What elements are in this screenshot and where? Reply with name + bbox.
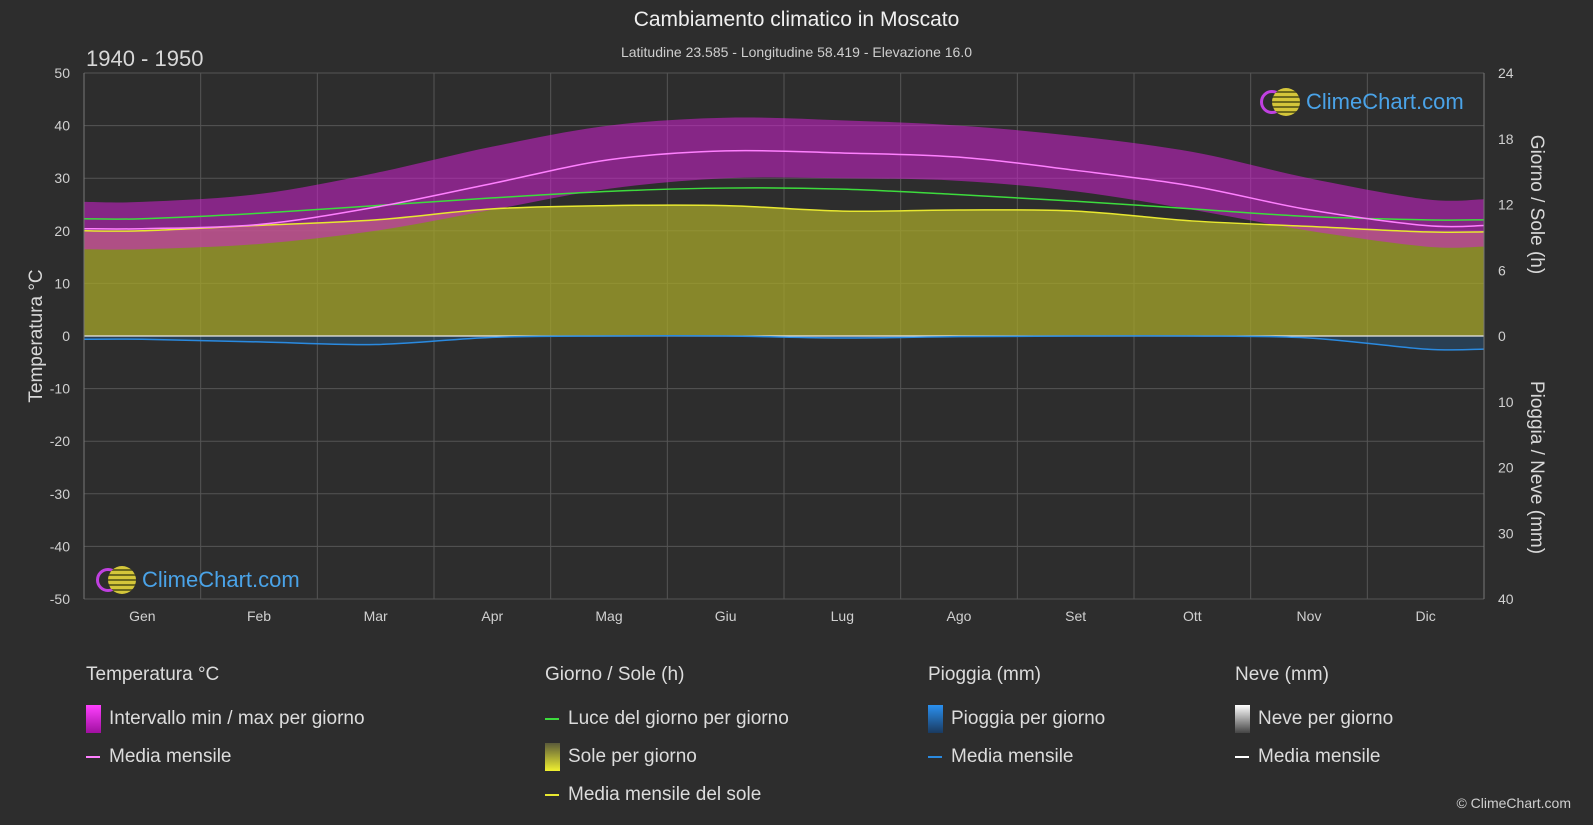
hours-tick-label: 6 [1498, 262, 1506, 278]
temp-tick-label: -10 [50, 381, 70, 397]
right-axis-title-mm: Pioggia / Neve (mm) [1526, 381, 1547, 554]
temp-tick-label: 10 [54, 275, 70, 291]
logo-bottom[interactable]: ClimeChart.com [96, 566, 300, 594]
month-label: Mag [595, 608, 622, 624]
sunshine-area [84, 205, 1484, 336]
month-label: Nov [1297, 608, 1322, 624]
hours-tick-label: 12 [1498, 197, 1514, 213]
legend-temp-range: Intervallo min / max per giorno [86, 700, 365, 738]
chart-subtitle: Latitudine 23.585 - Longitudine 58.419 -… [620, 44, 973, 60]
month-label: Gen [129, 608, 155, 624]
temp-tick-label: 40 [54, 118, 70, 134]
temp-tick-label: 20 [54, 223, 70, 239]
temp-mean-swatch [86, 756, 100, 758]
logo-sun-icon [1272, 88, 1300, 116]
legend-temp-mean-label: Media mensile [109, 746, 232, 767]
month-label: Mar [364, 608, 388, 624]
right-axis-title-hours: Giorno / Sole (h) [1526, 135, 1547, 274]
month-label: Dic [1416, 608, 1436, 624]
month-label: Ago [947, 608, 972, 624]
legend-temp-mean: Media mensile [86, 738, 365, 776]
sunshine-mean-line [83, 204, 1485, 234]
legend-rain-mean: Media mensile [928, 738, 1105, 776]
rain-mean-swatch [928, 756, 942, 758]
logo-text: ClimeChart.com [142, 567, 300, 592]
temp-tick-label: 30 [54, 170, 70, 186]
temp-mean-line [83, 149, 1485, 230]
temp-tick-label: 50 [54, 65, 70, 81]
rain-mean-line [83, 335, 1485, 351]
logo-sun-icon [108, 566, 136, 594]
legend-daylight-label: Luce del giorno per giorno [568, 708, 789, 729]
legend-temp-range-label: Intervallo min / max per giorno [109, 708, 365, 729]
logo-top[interactable]: ClimeChart.com [1260, 88, 1464, 116]
mm-tick-label: 30 [1498, 525, 1514, 541]
legend-rain-daily: Pioggia per giorno [928, 700, 1105, 738]
legend-sun-title: Giorno / Sole (h) [545, 664, 685, 685]
sunshine-swatch [545, 743, 560, 771]
legend-daylight: Luce del giorno per giorno [545, 700, 789, 738]
temp-tick-label: -50 [50, 591, 70, 607]
month-label: Apr [481, 608, 503, 624]
legend-sun: Giorno / Sole (h) Luce del giorno per gi… [545, 664, 789, 814]
mm-tick-label: 10 [1498, 394, 1514, 410]
logo-text: ClimeChart.com [1306, 89, 1464, 114]
chart-title: Cambiamento climatico in Moscato [633, 8, 960, 31]
legend-sun-mean-label: Media mensile del sole [568, 784, 762, 805]
temp-tick-label: -40 [50, 538, 70, 554]
hours-tick-label: 18 [1498, 131, 1514, 147]
left-axis-title: Temperatura °C [26, 269, 47, 402]
daylight-swatch [545, 718, 559, 720]
legend-snow: Neve (mm) Neve per giorno Media mensile [1235, 664, 1393, 776]
snow-swatch [1235, 705, 1250, 733]
mm-tick-label: 20 [1498, 460, 1514, 476]
month-label: Lug [831, 608, 854, 624]
temp-range-swatch [86, 705, 101, 733]
legend-snow-mean-label: Media mensile [1258, 746, 1381, 767]
legend-rain-daily-label: Pioggia per giorno [951, 708, 1106, 729]
daylight-line [83, 187, 1485, 221]
temp-tick-label: -20 [50, 433, 70, 449]
temp-tick-label: 0 [62, 328, 70, 344]
legend-sunshine: Sole per giorno [545, 738, 789, 776]
period-label: 1940 - 1950 [86, 46, 204, 71]
legend-rain-mean-label: Media mensile [951, 746, 1074, 767]
month-label: Giu [715, 608, 737, 624]
temp-tick-label: -30 [50, 486, 70, 502]
snow-mean-swatch [1235, 756, 1249, 758]
month-label: Set [1065, 608, 1086, 624]
legend-snow-mean: Media mensile [1235, 738, 1393, 776]
hours-tick-label: 0 [1498, 328, 1506, 344]
rain-area [84, 335, 1484, 350]
temp-range-band [84, 117, 1484, 250]
legend-snow-daily-label: Neve per giorno [1258, 708, 1394, 729]
legend-temp-title: Temperatura °C [86, 664, 220, 685]
copyright: © ClimeChart.com [1456, 795, 1571, 811]
legend-sunshine-label: Sole per giorno [568, 746, 697, 767]
legend-rain: Pioggia (mm) Pioggia per giorno Media me… [928, 664, 1105, 776]
month-label: Ott [1183, 608, 1202, 624]
sun-mean-swatch [545, 794, 559, 796]
legend-rain-title: Pioggia (mm) [928, 664, 1041, 685]
month-label: Feb [247, 608, 271, 624]
legend-sun-mean: Media mensile del sole [545, 776, 789, 814]
mm-tick-label: 40 [1498, 591, 1514, 607]
rain-swatch [928, 705, 943, 733]
hours-tick-label: 24 [1498, 65, 1514, 81]
legend-temperature: Temperatura °C Intervallo min / max per … [86, 664, 365, 776]
legend-snow-daily: Neve per giorno [1235, 700, 1393, 738]
legend-snow-title: Neve (mm) [1235, 664, 1329, 685]
